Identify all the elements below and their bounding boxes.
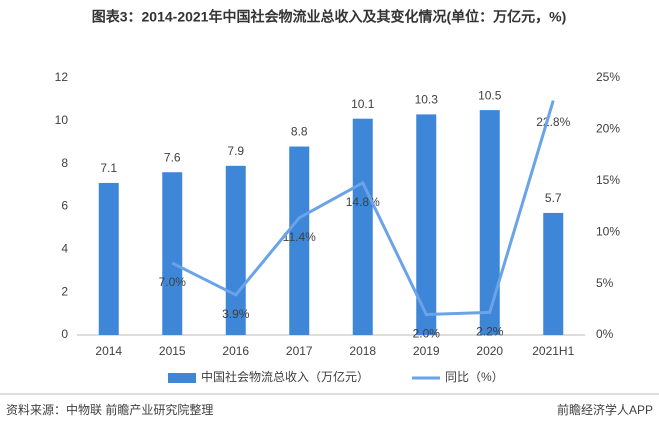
x-tick-label: 2021H1	[532, 344, 574, 358]
bar	[289, 146, 310, 335]
y2-tick-label: 5%	[596, 276, 614, 290]
legend-label: 同比（%）	[445, 370, 504, 384]
y-tick-label: 6	[61, 199, 68, 213]
y2-tick-label: 25%	[596, 70, 620, 84]
x-tick-label: 2017	[286, 344, 313, 358]
line-label: 11.4%	[283, 230, 316, 244]
bar	[479, 110, 500, 335]
bar	[352, 118, 373, 335]
line	[171, 100, 555, 316]
line-label: 22.8%	[536, 115, 570, 129]
footer: 前瞻经济学人APP	[557, 402, 653, 417]
y-tick-label: 8	[61, 156, 68, 170]
x-tick-label: 2020	[476, 344, 503, 358]
bar-label: 10.5	[478, 88, 502, 102]
bar-label: 10.3	[415, 93, 439, 107]
y2-tick-label: 15%	[596, 173, 620, 187]
x-tick-label: 2014	[95, 344, 122, 358]
line-label: 3.9%	[222, 307, 250, 321]
y-tick-label: 10	[55, 113, 69, 127]
y2-tick-label: 20%	[596, 122, 620, 136]
x-tick-label: 2018	[349, 344, 376, 358]
bar-label: 7.9	[227, 144, 244, 158]
bar	[98, 182, 119, 335]
source: 资料来源：中物联 前瞻产业研究院整理	[6, 402, 213, 417]
y-tick-label: 12	[55, 70, 69, 84]
bar-label: 5.7	[545, 191, 562, 205]
y-tick-label: 4	[61, 242, 68, 256]
bar-label: 8.8	[291, 125, 308, 139]
bar	[416, 114, 437, 336]
bar-label: 7.6	[164, 150, 181, 164]
x-tick-label: 2016	[222, 344, 249, 358]
y2-tick-label: 10%	[596, 224, 620, 238]
bar-label: 10.1	[351, 97, 375, 111]
legend-swatch	[168, 373, 196, 383]
line-label: 2.0%	[413, 327, 441, 341]
line-label: 7.0%	[159, 275, 187, 289]
y-tick-label: 2	[61, 284, 68, 298]
bar-label: 7.1	[100, 161, 117, 175]
chart-title: 图表3：2014-2021年中国社会物流业总收入及其变化情况(单位：万亿元，%)	[92, 9, 567, 25]
y-tick-label: 0	[61, 327, 68, 341]
x-tick-label: 2015	[159, 344, 186, 358]
bar	[543, 212, 564, 335]
line-label: 2.2%	[476, 325, 504, 339]
y2-tick-label: 0%	[596, 327, 614, 341]
x-tick-label: 2019	[413, 344, 440, 358]
bar	[162, 172, 183, 335]
legend-label: 中国社会物流总收入（万亿元）	[201, 369, 369, 384]
